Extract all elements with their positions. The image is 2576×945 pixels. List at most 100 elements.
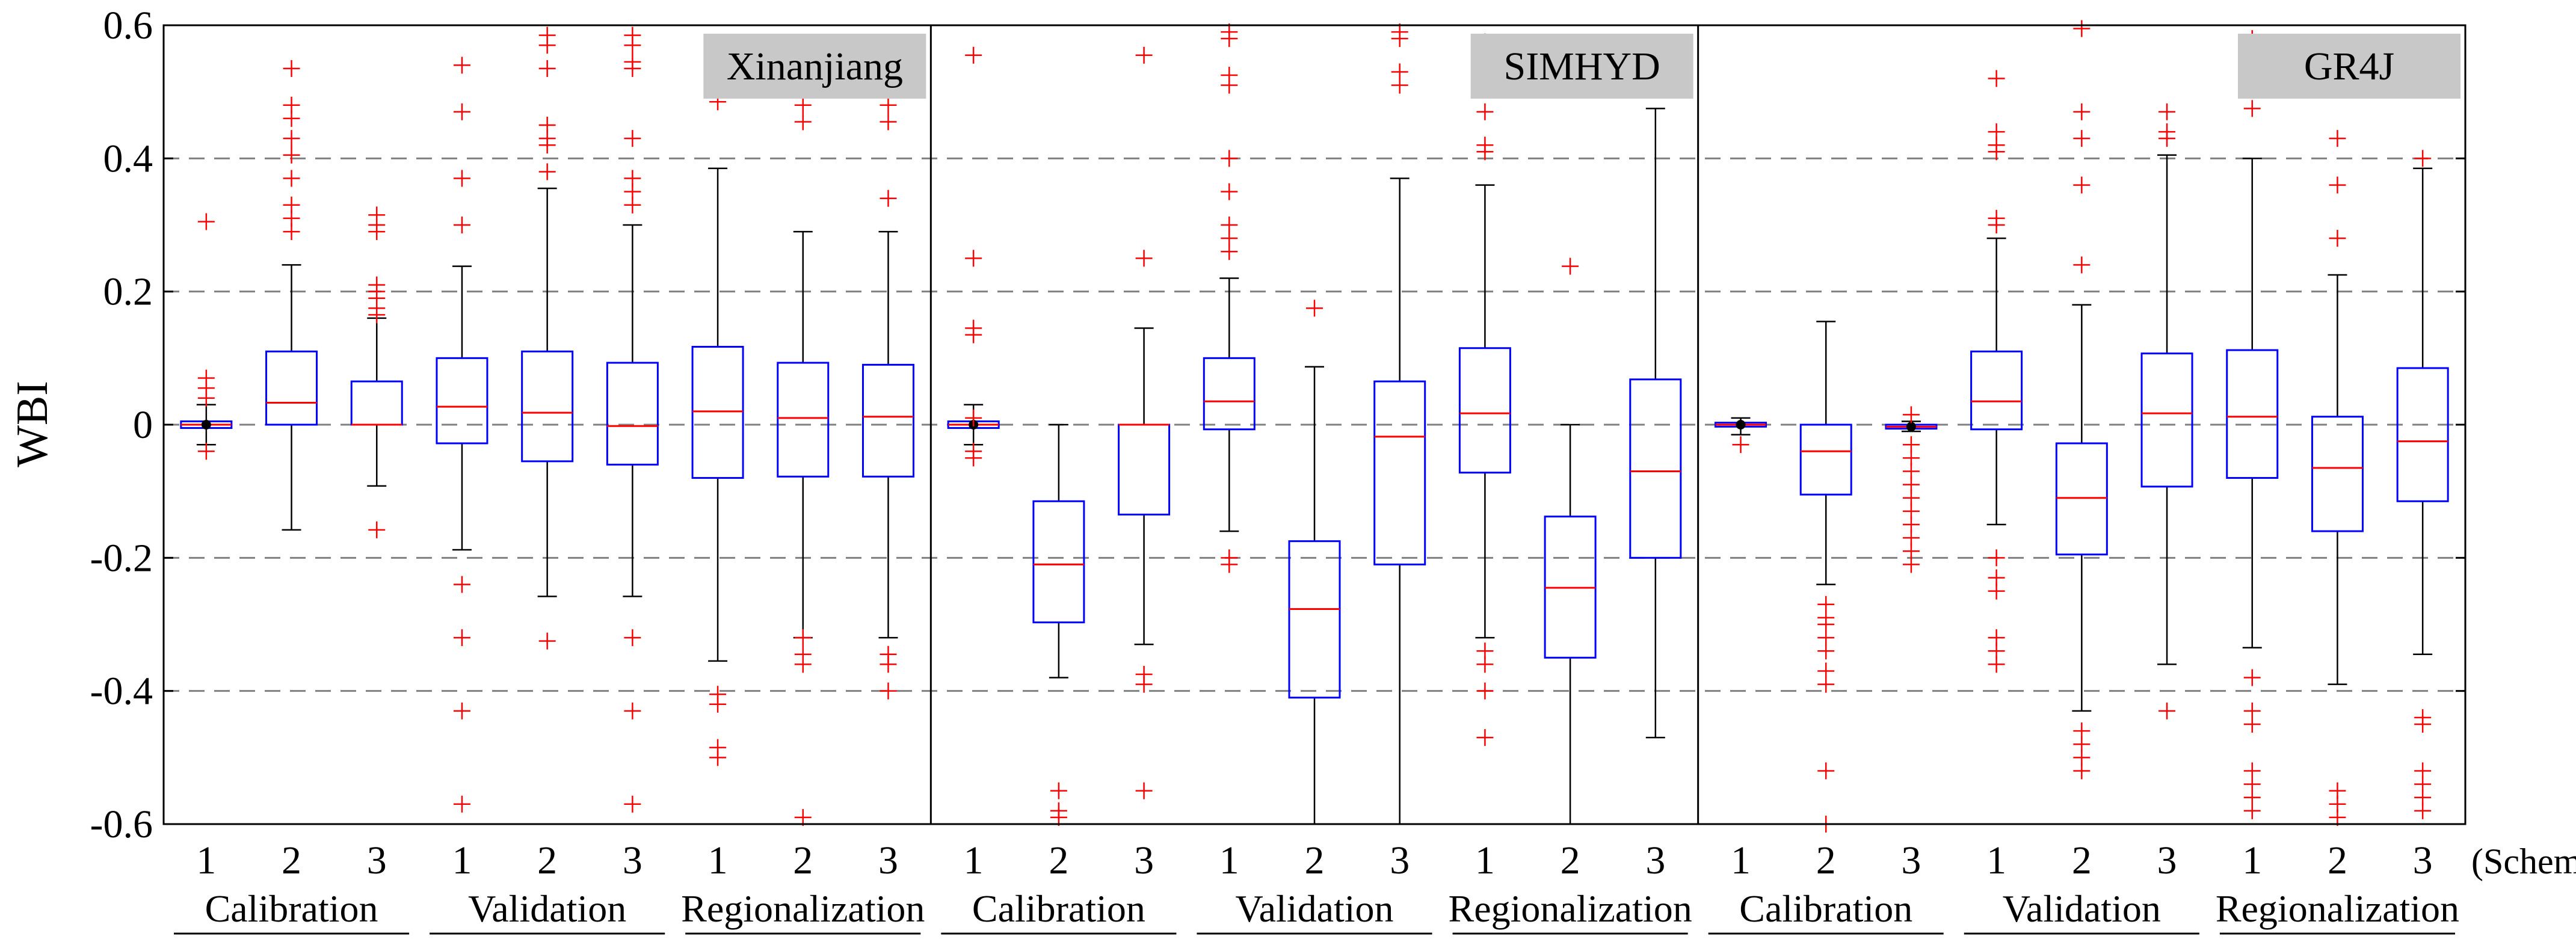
outlier-marker	[1306, 300, 1323, 317]
outlier-marker	[2329, 176, 2346, 194]
outlier-marker	[1562, 257, 1579, 275]
outlier-marker	[1221, 30, 1238, 48]
scheme-label: 2	[537, 839, 557, 882]
group-label: Regionalization	[1449, 887, 1692, 930]
scheme-axis-word: (Scheme)	[2471, 842, 2576, 881]
outlier-marker	[1476, 682, 1494, 700]
y-axis-label: WBI	[8, 381, 57, 467]
outlier-marker	[1988, 656, 2005, 673]
box-plot	[2226, 30, 2279, 819]
scheme-label: 3	[623, 839, 642, 882]
outlier-marker	[538, 632, 556, 650]
box-plot	[1373, 23, 1426, 825]
outlier-marker	[880, 113, 897, 131]
box-iqr	[1288, 540, 1341, 699]
outlier-marker	[1050, 782, 1067, 799]
outlier-marker	[794, 656, 812, 673]
scheme-label: 3	[367, 839, 387, 882]
outlier-marker	[1221, 150, 1238, 167]
median-dot	[201, 420, 211, 429]
outlier-marker	[624, 130, 641, 147]
group-label: Regionalization	[2216, 887, 2459, 930]
panel-title-box	[703, 34, 926, 99]
outlier-marker	[2243, 100, 2261, 117]
box-iqr	[1970, 350, 2023, 431]
group-label: Calibration	[972, 887, 1145, 930]
outlier-marker	[197, 213, 215, 230]
scheme-label: 1	[196, 839, 216, 882]
box-iqr	[2140, 352, 2193, 488]
box-plot	[521, 26, 574, 650]
box-plot	[265, 60, 318, 531]
panel-title-box	[2238, 34, 2460, 99]
box-iqr	[1629, 378, 1682, 559]
outlier-marker	[2158, 130, 2176, 147]
outlier-marker	[453, 576, 470, 593]
box-plot	[1118, 46, 1171, 799]
outlier-marker	[538, 137, 556, 154]
outlier-marker	[624, 702, 641, 719]
outlier-marker	[794, 629, 812, 647]
outlier-marker	[1135, 46, 1153, 64]
box-iqr	[606, 362, 659, 466]
outlier-marker	[1476, 656, 1494, 673]
outlier-marker	[368, 223, 386, 241]
group-label: Calibration	[1739, 887, 1912, 930]
outlier-marker	[1476, 729, 1494, 746]
outlier-marker	[1902, 406, 1920, 423]
group-label: Validation	[468, 887, 626, 930]
box-plot	[1203, 23, 1256, 573]
box-plot	[350, 206, 403, 538]
box-plot	[1544, 257, 1597, 825]
group-label: Validation	[1235, 887, 1393, 930]
outlier-marker	[709, 749, 727, 766]
outlier-marker	[794, 808, 812, 826]
outlier-marker	[368, 521, 386, 538]
scheme-label: 1	[708, 839, 728, 882]
outlier-marker	[2073, 103, 2091, 120]
outlier-marker	[283, 130, 300, 147]
scheme-label: 2	[2072, 839, 2092, 882]
outlier-marker	[2414, 802, 2432, 819]
box-plot	[947, 46, 1000, 467]
outlier-marker	[283, 146, 300, 164]
outlier-marker	[1988, 217, 2005, 233]
scheme-label: 2	[793, 839, 813, 882]
scheme-label: 3	[878, 839, 898, 882]
outlier-marker	[1902, 556, 1920, 573]
group-label: Calibration	[205, 887, 378, 930]
outlier-marker	[880, 682, 897, 700]
outlier-marker	[453, 702, 470, 719]
scheme-label: 2	[1305, 839, 1325, 882]
outlier-marker	[2243, 669, 2261, 686]
outlier-marker	[283, 223, 300, 241]
y-tick-label: -0.6	[90, 802, 153, 846]
outlier-marker	[453, 795, 470, 813]
outlier-marker	[1817, 676, 1835, 693]
outlier-marker	[2329, 130, 2346, 147]
outlier-marker	[283, 109, 300, 127]
outlier-marker	[709, 695, 727, 713]
y-tick-label: -0.4	[90, 670, 153, 713]
outlier-marker	[197, 443, 215, 460]
outlier-marker	[624, 196, 641, 214]
outlier-marker	[880, 96, 897, 114]
outlier-marker	[965, 250, 982, 267]
outlier-marker	[453, 170, 470, 187]
outlier-marker	[1988, 143, 2005, 161]
group-label: Validation	[2003, 887, 2161, 930]
outlier-marker	[1135, 782, 1153, 799]
box-iqr	[1799, 423, 1852, 496]
box-plot	[2396, 150, 2449, 819]
y-tick-label: -0.2	[90, 536, 153, 580]
scheme-label: 2	[282, 839, 301, 882]
box-plot	[436, 57, 488, 813]
outlier-marker	[1732, 436, 1749, 454]
outlier-marker	[1476, 143, 1494, 161]
scheme-label: 3	[2413, 839, 2433, 882]
box-iqr	[1373, 380, 1426, 565]
outlier-marker	[2073, 762, 2091, 780]
box-plot	[1799, 321, 1852, 833]
